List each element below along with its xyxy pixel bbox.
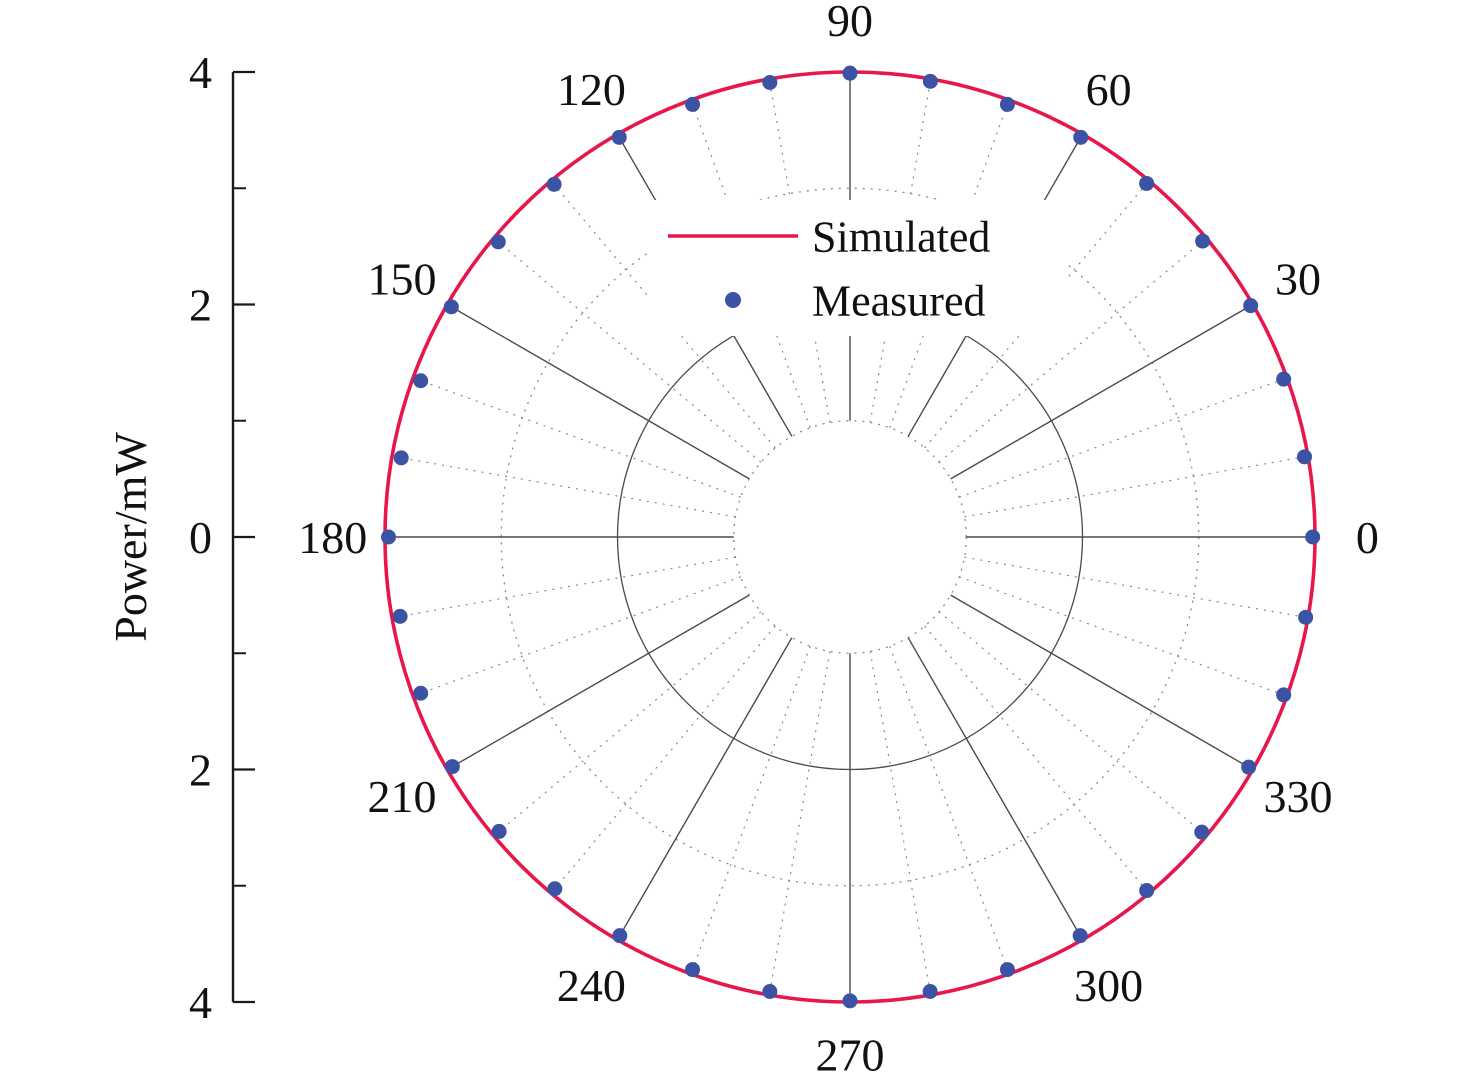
measured-point (491, 823, 507, 839)
y-axis-tick-label: 2 (189, 745, 212, 796)
measured-point (842, 65, 858, 81)
grid-minor-spoke-50 (924, 186, 1145, 449)
measured-point (1241, 759, 1257, 775)
grid-minor-spoke-130 (555, 186, 776, 449)
measured-point (1139, 883, 1155, 899)
grid-spoke-30 (950, 303, 1254, 480)
measured-point (922, 984, 938, 1000)
grid-minor-spoke-80 (869, 86, 930, 423)
grid-minor-spoke-100 (770, 86, 831, 423)
measured-point (392, 608, 408, 624)
y-axis-tick-label: 4 (189, 977, 212, 1028)
grid-minor-spoke-340 (959, 576, 1280, 694)
grid-circle-r1 (733, 420, 967, 654)
angle-tick-label: 120 (557, 64, 626, 115)
measured-point (546, 176, 562, 192)
legend-background (648, 200, 1068, 336)
measured-point (1072, 928, 1088, 944)
grid-spoke-300 (907, 637, 1084, 941)
measured-point (1195, 233, 1211, 249)
angle-tick-label: 330 (1264, 771, 1333, 822)
angle-tick-label: 240 (557, 960, 626, 1011)
measured-point (922, 73, 938, 89)
measured-point (999, 96, 1015, 112)
y-axis: 4 2 0 2 4 (189, 47, 255, 1028)
grid-minor-spoke-290 (889, 646, 1007, 967)
angle-tick-label: 270 (816, 1029, 885, 1080)
measured-point (685, 96, 701, 112)
grid-minor-spoke-260 (770, 651, 831, 988)
measured-point (1276, 687, 1292, 703)
grid-minor-spoke-350 (964, 556, 1301, 617)
measured-point (380, 529, 396, 545)
grid-spoke-330 (950, 594, 1254, 771)
measured-point (1276, 371, 1292, 387)
measured-point (612, 928, 628, 944)
angle-tick-label: 0 (1356, 512, 1379, 563)
y-axis-title: Power/mW (105, 432, 156, 642)
grid-minor-spoke-190 (399, 556, 736, 617)
y-axis-tick-label: 2 (189, 280, 212, 331)
measured-point (842, 993, 858, 1009)
grid-minor-spoke-220 (499, 611, 762, 832)
measured-point (490, 234, 506, 250)
grid-minor-spoke-40 (938, 242, 1201, 463)
grid-minor-spoke-10 (964, 457, 1301, 518)
measured-point (1073, 129, 1089, 145)
measured-point (1139, 175, 1155, 191)
measured-point (762, 74, 778, 90)
grid-minor-spoke-140 (499, 242, 762, 463)
grid-minor-spoke-200 (420, 576, 741, 694)
measured-point (1243, 298, 1259, 314)
grid-minor-spoke-230 (555, 625, 776, 888)
grid-spoke-240 (616, 637, 793, 941)
measured-point (1194, 824, 1210, 840)
legend-dot-sample-measured (725, 292, 741, 308)
angle-tick-label: 300 (1074, 960, 1143, 1011)
grid-spoke-150 (446, 303, 750, 480)
grid-minor-spoke-110 (693, 107, 811, 428)
measured-point (444, 759, 460, 775)
measured-point (999, 962, 1015, 978)
legend-label-measured: Measured (812, 276, 986, 325)
grid-minor-spoke-280 (869, 651, 930, 988)
grid-minor-spoke-20 (959, 380, 1280, 498)
grid-spoke-210 (446, 594, 750, 771)
angle-tick-label: 150 (367, 253, 436, 304)
measured-point (393, 450, 409, 466)
measured-point (1305, 529, 1321, 545)
measured-point (611, 129, 627, 145)
grid-minor-spoke-170 (399, 457, 736, 518)
measured-point (413, 685, 429, 701)
angle-tick-label: 90 (827, 0, 873, 46)
measured-point (443, 299, 459, 315)
grid-minor-spoke-160 (420, 380, 741, 498)
y-axis-tick-label: 4 (189, 47, 212, 98)
grid-minor-spoke-320 (938, 611, 1201, 832)
measured-point (1297, 449, 1313, 465)
measured-point (1298, 609, 1314, 625)
polar-chart-area: 0 30 60 90 120 150 180 210 240 270 300 330 (298, 0, 1379, 1080)
legend-label-simulated: Simulated (812, 212, 990, 261)
grid-minor-spoke-250 (693, 646, 811, 967)
measured-point (547, 881, 563, 897)
measured-point (413, 373, 429, 389)
angle-tick-label: 30 (1275, 253, 1321, 304)
grid-minor-spoke-310 (924, 625, 1145, 888)
y-axis-tick-label: 0 (189, 512, 212, 563)
grid-minor-spoke-70 (889, 107, 1007, 428)
angle-tick-label: 210 (367, 771, 436, 822)
measured-point (762, 984, 778, 1000)
angle-tick-label: 60 (1086, 64, 1132, 115)
measured-point (685, 962, 701, 978)
legend: Simulated Measured (648, 200, 1068, 336)
angle-tick-label: 180 (298, 512, 367, 563)
